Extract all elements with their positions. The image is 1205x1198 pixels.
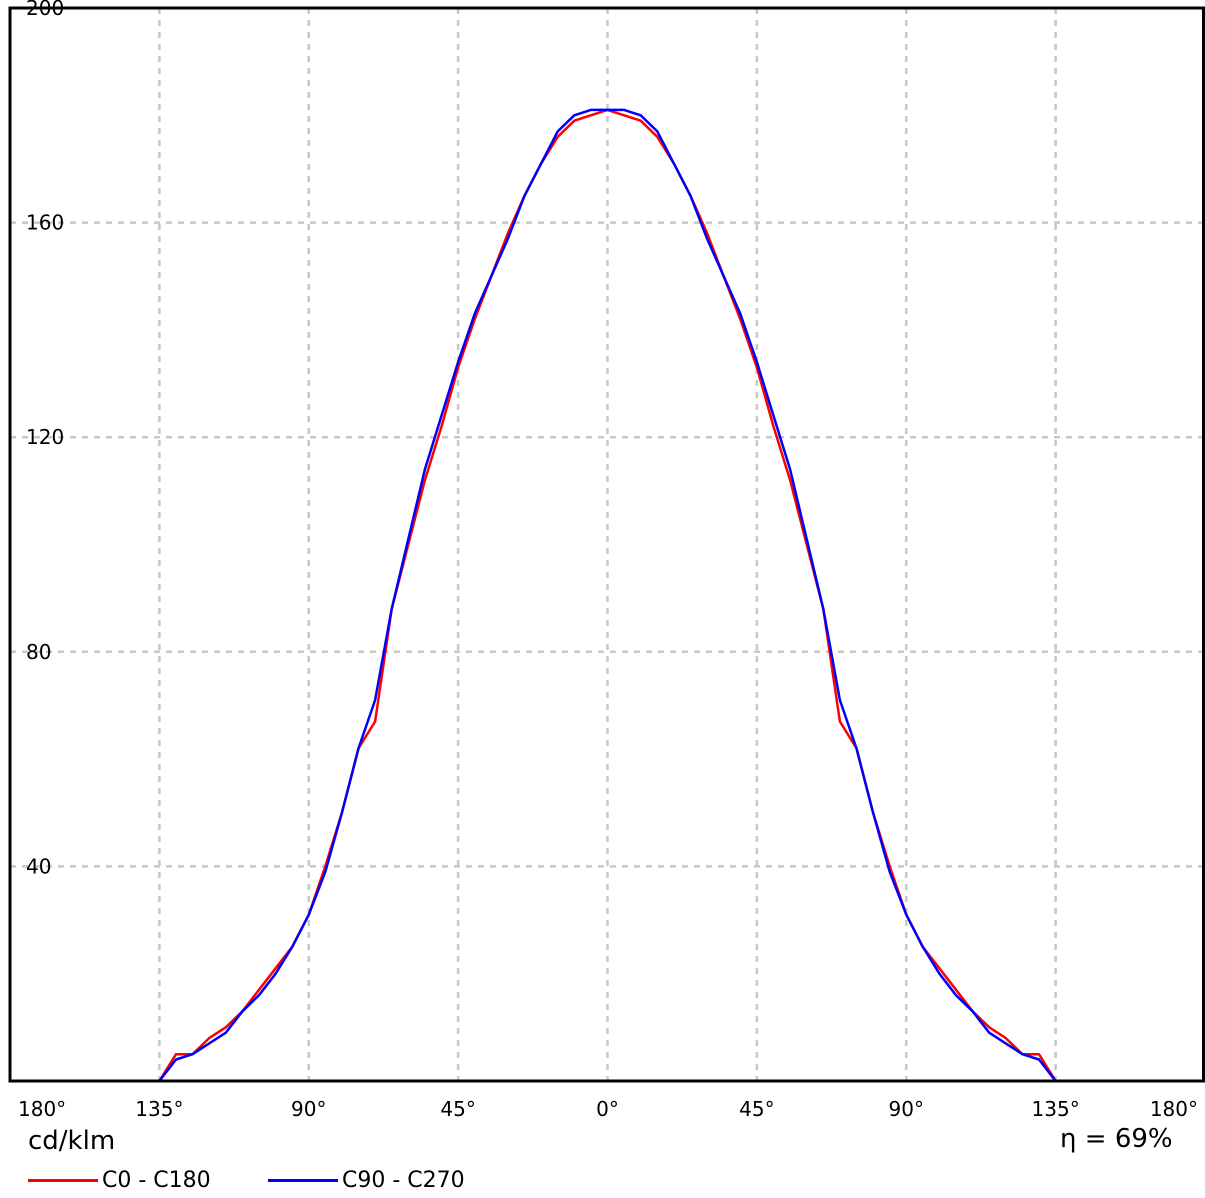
plot-frame (8, 6, 1205, 1083)
legend-entry-c0-c180: C0 - C180 (28, 1168, 211, 1193)
x-tick-label: 135° (1032, 1097, 1080, 1121)
y-tick-labels: 40 80 120 160 200 (26, 0, 64, 878)
grid-lines (10, 8, 1205, 1081)
legend-swatch-blue (268, 1179, 338, 1182)
x-tick-label: 45° (739, 1097, 774, 1121)
legend-label: C90 - C270 (342, 1168, 465, 1193)
efficiency-annotation: η = 69% (1060, 1124, 1173, 1154)
eta-equals: = (1084, 1124, 1107, 1154)
y-tick-label: 160 (26, 211, 64, 235)
x-tick-label: 0° (596, 1097, 619, 1121)
y-axis-label: cd/klm (28, 1126, 116, 1156)
x-tick-label: 45° (440, 1097, 475, 1121)
series-lines (158, 108, 1057, 1082)
eta-symbol: η (1060, 1124, 1077, 1154)
x-tick-label: 180° (1150, 1097, 1198, 1121)
x-tick-label: 180° (18, 1097, 66, 1121)
x-tick-label: 135° (135, 1097, 183, 1121)
legend-entry-c90-c270: C90 - C270 (268, 1168, 465, 1193)
y-tick-label: 40 (26, 854, 51, 878)
y-tick-label: 80 (26, 640, 51, 664)
x-tick-label: 90° (889, 1097, 924, 1121)
legend-label: C0 - C180 (102, 1168, 211, 1193)
eta-value: 69% (1114, 1124, 1173, 1154)
legend-swatch-red (28, 1179, 98, 1182)
y-tick-label: 120 (26, 425, 64, 449)
x-tick-label: 90° (291, 1097, 326, 1121)
y-tick-label: 200 (26, 0, 64, 20)
series-line-1 (158, 108, 1057, 1082)
x-tick-labels: 180° 135° 90° 45° 0° 45° 90° 135° 180° (18, 1097, 1198, 1121)
